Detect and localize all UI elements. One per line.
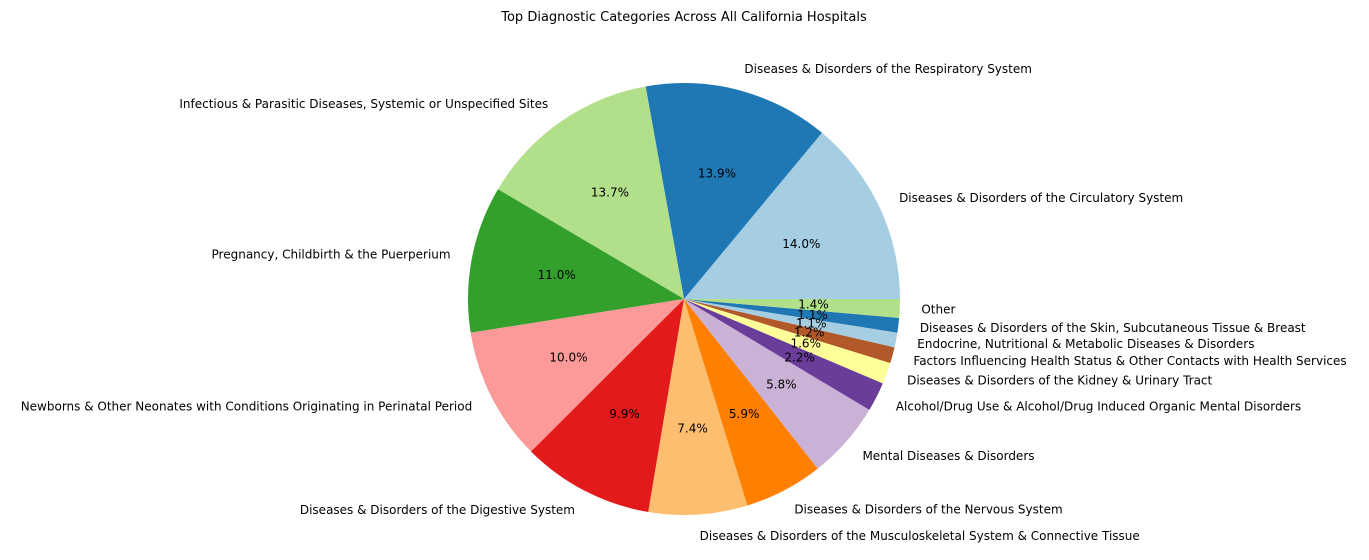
slice-percent-label: 13.9% — [698, 167, 736, 181]
category-labels: Diseases & Disorders of the Circulatory … — [21, 62, 1347, 543]
slice-category-label: Infectious & Parasitic Diseases, Systemi… — [179, 97, 548, 111]
slice-percent-label: 1.6% — [790, 337, 821, 351]
slice-percent-label: 5.8% — [766, 378, 797, 392]
pie-slice — [684, 299, 818, 506]
slice-category-label: Diseases & Disorders of the Digestive Sy… — [300, 503, 575, 517]
pie-slice — [684, 299, 898, 348]
slice-category-label: Diseases & Disorders of the Skin, Subcut… — [920, 321, 1306, 335]
slice-category-label: Factors Influencing Health Status & Othe… — [913, 354, 1346, 368]
slice-percent-label: 9.9% — [609, 407, 640, 421]
pie-slice — [684, 299, 883, 410]
slice-category-label: Diseases & Disorders of the Kidney & Uri… — [907, 374, 1212, 388]
pie-slice — [470, 299, 684, 452]
slice-percent-label: 7.4% — [677, 421, 708, 435]
pie-slice — [497, 86, 684, 299]
slice-percent-label: 13.7% — [591, 186, 629, 200]
slice-percent-label: 5.9% — [729, 407, 760, 421]
slice-category-label: Diseases & Disorders of the Respiratory … — [744, 62, 1032, 76]
slice-category-label: Other — [921, 302, 955, 316]
pie-slice — [645, 83, 822, 299]
slice-percent-label: 10.0% — [549, 351, 587, 365]
slice-category-label: Mental Diseases & Disorders — [862, 449, 1034, 463]
pie-slice — [531, 299, 684, 513]
slice-category-label: Alcohol/Drug Use & Alcohol/Drug Induced … — [896, 400, 1301, 414]
pie-slice — [684, 299, 900, 318]
slice-category-label: Endocrine, Nutritional & Metabolic Disea… — [917, 337, 1254, 351]
chart-title: Top Diagnostic Categories Across All Cal… — [500, 10, 867, 25]
pie-slice — [684, 299, 895, 364]
slice-percent-label: 1.2% — [794, 326, 825, 340]
slice-percent-label: 11.0% — [538, 268, 576, 282]
slice-category-label: Diseases & Disorders of the Circulatory … — [899, 191, 1183, 205]
pie-slice — [468, 189, 684, 333]
slice-category-label: Newborns & Other Neonates with Condition… — [21, 400, 473, 414]
pie-slices — [468, 83, 900, 515]
slice-percent-label: 2.2% — [784, 351, 815, 365]
slice-category-label: Pregnancy, Childbirth & the Puerperium — [212, 248, 451, 262]
slice-percent-label: 1.1% — [797, 308, 828, 322]
slice-percent-label: 14.0% — [782, 237, 820, 251]
percent-labels: 14.0% 13.9% 13.7% 11.0% 10.0% 9.9% 7.4% 5.9% 5.8… — [538, 167, 829, 436]
pie-slice — [684, 299, 900, 333]
pie-slice — [648, 299, 748, 515]
slice-category-label: Diseases & Disorders of the Nervous Syst… — [794, 502, 1062, 516]
pie-slice — [684, 132, 900, 299]
slice-percent-label: 1.4% — [798, 298, 829, 312]
slice-category-label: Diseases & Disorders of the Musculoskele… — [700, 529, 1140, 543]
slice-percent-label: 1.1% — [796, 317, 827, 331]
pie-slice — [684, 299, 891, 384]
pie-slice — [684, 299, 870, 469]
